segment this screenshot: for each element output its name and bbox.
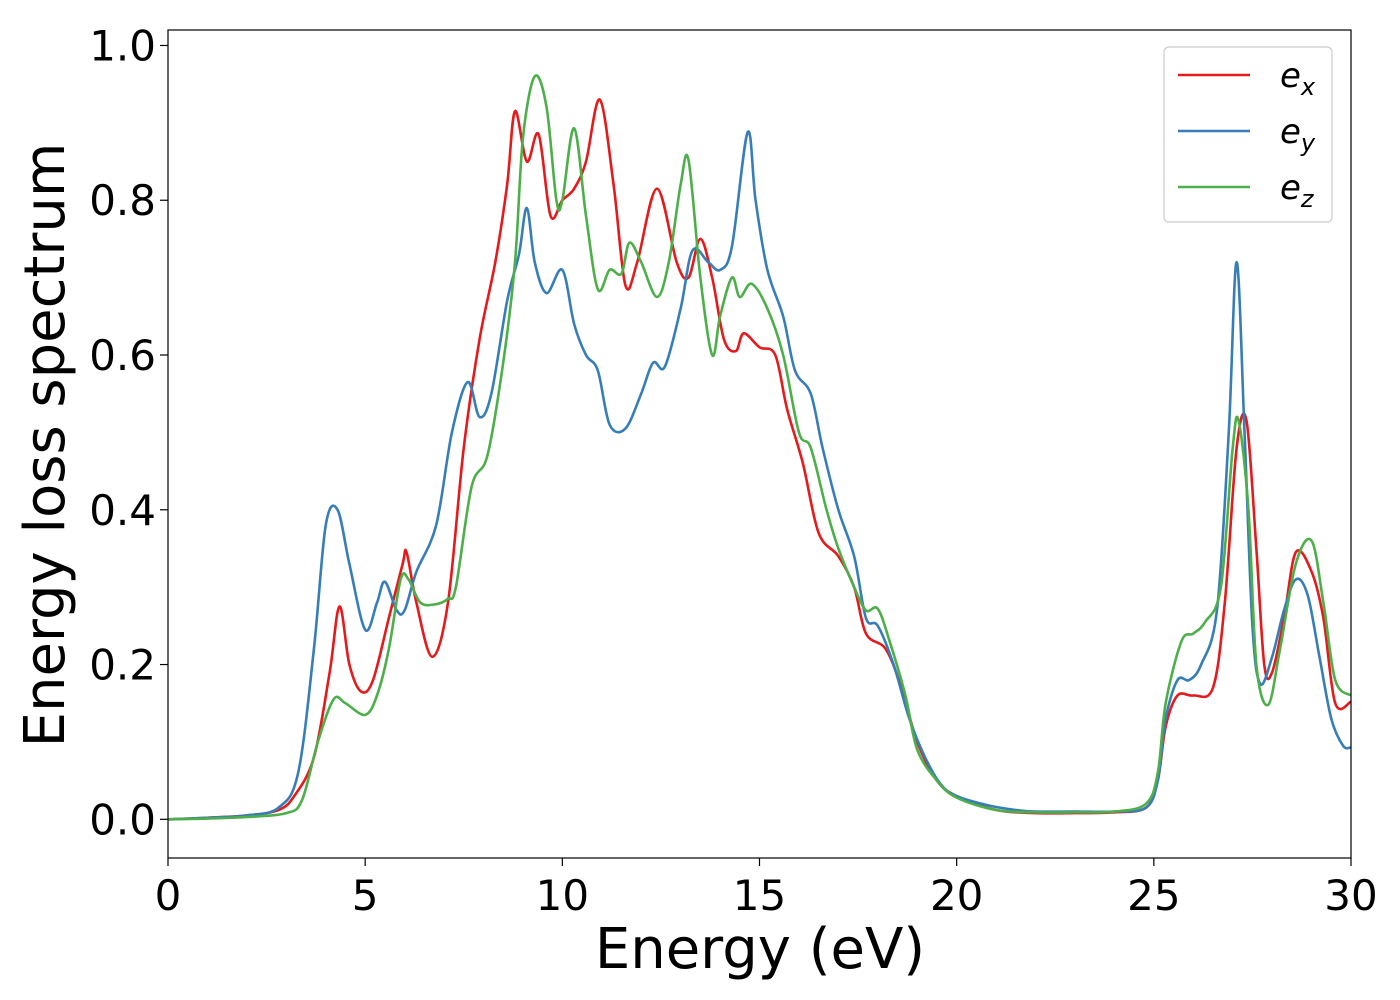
x-tick-label: 20 bbox=[930, 871, 983, 920]
y-tick-label: 0.6 bbox=[89, 331, 156, 380]
y-tick-label: 0.4 bbox=[89, 486, 156, 535]
legend-label-ey: ey bbox=[1280, 112, 1316, 157]
legend-box bbox=[1163, 46, 1333, 223]
y-tick-label: 0.2 bbox=[89, 641, 156, 690]
x-tick-label: 10 bbox=[536, 871, 589, 920]
x-tick-label: 0 bbox=[155, 871, 182, 920]
x-tick-label: 25 bbox=[1127, 871, 1180, 920]
plot-area bbox=[168, 74, 1351, 821]
x-axis-title: Energy (eV) bbox=[595, 917, 925, 982]
x-tick-label: 15 bbox=[733, 871, 786, 920]
x-tick-label: 5 bbox=[352, 871, 379, 920]
axes: 0 5 10 15 20 25 30 0.0 0.2 0.4 0.6 0.8 1.0 bbox=[89, 21, 1378, 920]
legend: ex ey ez bbox=[1163, 46, 1333, 223]
y-tick-label: 1.0 bbox=[89, 21, 156, 70]
legend-label-ez: ez bbox=[1280, 168, 1315, 213]
legend-label-ex: ex bbox=[1280, 56, 1316, 101]
series-line-ey bbox=[168, 130, 1351, 821]
y-tick-label: 0.8 bbox=[89, 176, 156, 225]
y-tick-label: 0.0 bbox=[89, 795, 156, 844]
y-axis-title: Energy loss spectrum bbox=[13, 143, 78, 748]
series-line-ex bbox=[168, 98, 1351, 821]
series-line-ez bbox=[168, 74, 1351, 821]
x-tick-label: 30 bbox=[1324, 871, 1377, 920]
